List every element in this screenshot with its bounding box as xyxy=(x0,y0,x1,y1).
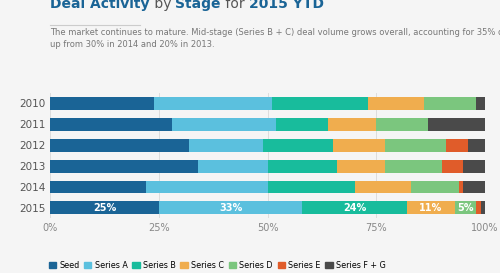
Legend: Seed, Series A, Series B, Series C, Series D, Series E, Series F + G: Seed, Series A, Series B, Series C, Seri… xyxy=(46,258,388,273)
Text: 5%: 5% xyxy=(457,203,473,213)
Text: 11%: 11% xyxy=(419,203,442,213)
Bar xyxy=(302,201,406,214)
Bar xyxy=(172,118,276,131)
Bar xyxy=(428,118,485,131)
Text: 24%: 24% xyxy=(343,203,366,213)
Bar xyxy=(268,160,337,173)
Bar xyxy=(337,160,385,173)
Bar xyxy=(476,97,485,110)
Bar xyxy=(424,97,476,110)
Bar xyxy=(454,201,476,214)
Bar xyxy=(459,180,464,194)
Bar xyxy=(189,139,263,152)
Text: for: for xyxy=(221,0,249,11)
Text: Stage: Stage xyxy=(176,0,221,11)
Text: 2015 YTD: 2015 YTD xyxy=(249,0,324,11)
Bar xyxy=(385,139,446,152)
Bar xyxy=(146,180,268,194)
Bar xyxy=(154,97,272,110)
Bar xyxy=(464,160,485,173)
Bar xyxy=(476,201,480,214)
Text: by: by xyxy=(150,0,176,11)
Bar xyxy=(328,118,376,131)
Bar xyxy=(50,201,159,214)
Bar xyxy=(263,139,333,152)
Bar xyxy=(354,180,411,194)
Bar xyxy=(268,180,354,194)
Bar xyxy=(468,139,485,152)
Bar xyxy=(276,118,328,131)
Bar xyxy=(464,180,485,194)
Bar xyxy=(385,160,442,173)
Text: The market continues to mature. Mid-stage (Series B + C) deal volume grows overa: The market continues to mature. Mid-stag… xyxy=(50,28,500,49)
Bar xyxy=(50,118,172,131)
Text: 25%: 25% xyxy=(93,203,116,213)
Bar xyxy=(442,160,464,173)
Bar xyxy=(406,201,455,214)
Bar xyxy=(368,97,424,110)
Bar xyxy=(159,201,302,214)
Bar xyxy=(50,139,189,152)
Bar xyxy=(411,180,459,194)
Bar xyxy=(333,139,385,152)
Text: 33%: 33% xyxy=(219,203,242,213)
Text: Deal Activity: Deal Activity xyxy=(50,0,150,11)
Bar xyxy=(50,97,154,110)
Bar xyxy=(480,201,485,214)
Bar xyxy=(446,139,468,152)
Bar xyxy=(50,180,146,194)
Bar xyxy=(376,118,428,131)
Bar xyxy=(50,160,198,173)
Bar xyxy=(272,97,368,110)
Bar xyxy=(198,160,268,173)
